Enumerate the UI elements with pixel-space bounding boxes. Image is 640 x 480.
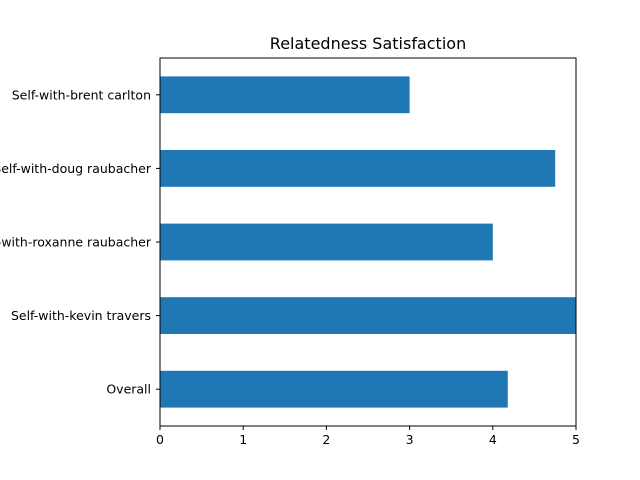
x-tick-label-5: 5 [572, 432, 580, 447]
x-tick-label-2: 2 [322, 432, 330, 447]
bar-4 [160, 76, 410, 114]
y-tick-label-3: Self-with-doug raubacher [0, 161, 152, 176]
bar-0 [160, 370, 508, 408]
x-tick-label-4: 4 [489, 432, 497, 447]
y-axis: Overall Self-with-kevin travers Self-with-… [0, 87, 160, 397]
bars-layer [160, 76, 576, 408]
x-tick-label-3: 3 [406, 432, 414, 447]
y-tick-label-4: Self-with-brent carlton [12, 87, 151, 102]
bar-1 [160, 297, 576, 334]
x-tick-label-0: 0 [156, 432, 164, 447]
y-tick-label-2: Self-with-roxanne raubacher [0, 235, 152, 250]
y-tick-label-1: Self-with-kevin travers [11, 308, 151, 323]
chart-title: Relatedness Satisfaction [270, 34, 466, 53]
x-axis: 0 1 2 3 4 5 [156, 426, 580, 447]
x-tick-label-1: 1 [239, 432, 247, 447]
bar-2 [160, 223, 493, 261]
bar-3 [160, 150, 556, 187]
plot-frame [159, 57, 577, 427]
y-tick-label-0: Overall [106, 382, 151, 397]
